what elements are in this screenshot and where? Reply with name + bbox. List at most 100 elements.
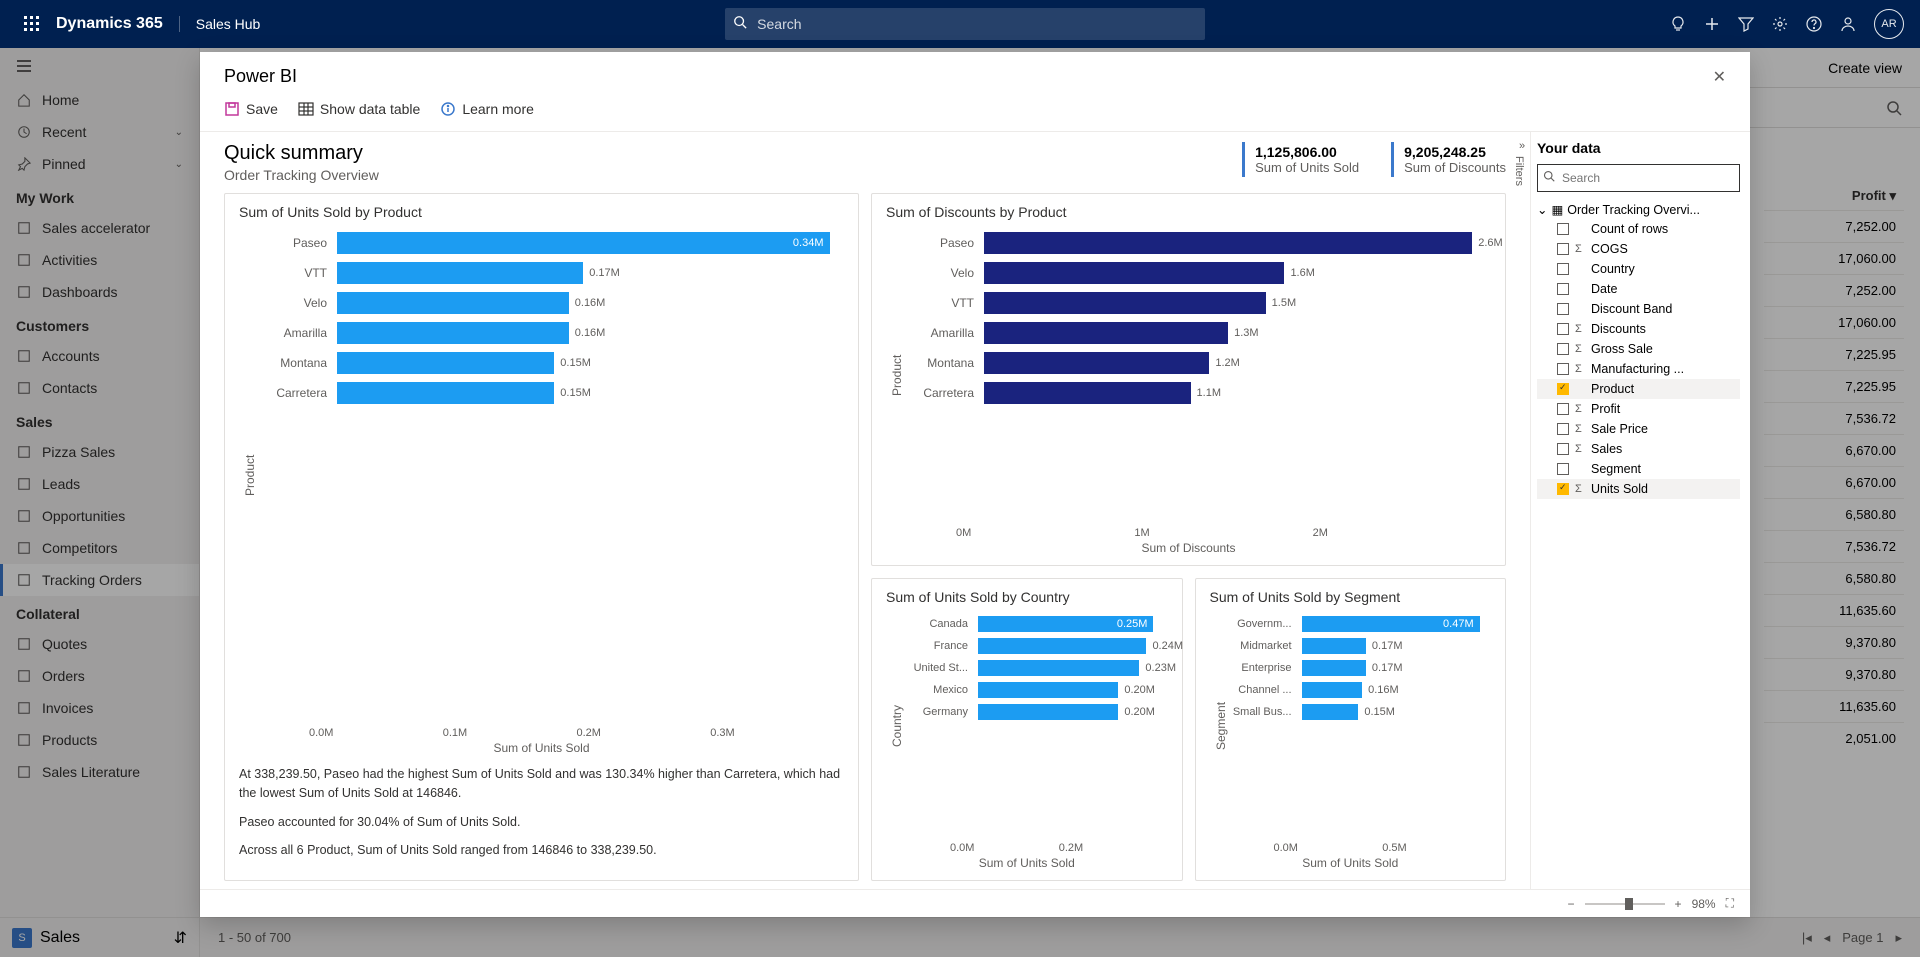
bar[interactable]: 0.25M: [978, 616, 1153, 632]
bar-value: 0.20M: [1118, 682, 1155, 698]
checkbox[interactable]: [1557, 463, 1569, 475]
data-field[interactable]: ΣCOGS: [1537, 239, 1740, 259]
data-field[interactable]: ΣSale Price: [1537, 419, 1740, 439]
checkbox[interactable]: [1557, 283, 1569, 295]
bar-row: Carretera1.1M: [908, 378, 1491, 408]
data-field[interactable]: ΣManufacturing ...: [1537, 359, 1740, 379]
bar-row: Carretera0.15M: [261, 378, 844, 408]
lightbulb-icon[interactable]: [1670, 16, 1686, 32]
bar[interactable]: [984, 262, 1284, 284]
global-search-input[interactable]: [725, 8, 1205, 40]
field-label: Sales: [1591, 442, 1622, 456]
data-field[interactable]: ΣDiscounts: [1537, 319, 1740, 339]
checkbox[interactable]: [1557, 343, 1569, 355]
bar-row: Midmarket0.17M: [1232, 635, 1492, 657]
chart-units-by-segment[interactable]: Sum of Units Sold by Segment Segment Gov…: [1195, 578, 1507, 881]
bar[interactable]: [337, 352, 554, 374]
sigma-icon: Σ: [1575, 423, 1585, 435]
bar[interactable]: [337, 292, 569, 314]
dashboard-area: Quick summary Order Tracking Overview 1,…: [200, 132, 1530, 889]
bar[interactable]: [984, 352, 1209, 374]
checkbox[interactable]: [1557, 443, 1569, 455]
zoom-out-button[interactable]: −: [1568, 897, 1575, 911]
bar[interactable]: [337, 262, 583, 284]
checkbox[interactable]: [1557, 243, 1569, 255]
zoom-in-button[interactable]: +: [1675, 897, 1682, 911]
filter-icon[interactable]: [1738, 16, 1754, 32]
data-field[interactable]: Count of rows: [1537, 219, 1740, 239]
bar[interactable]: [984, 382, 1191, 404]
bar-category: Montana: [908, 356, 978, 370]
data-field[interactable]: Segment: [1537, 459, 1740, 479]
y-axis-label: Country: [886, 613, 908, 838]
zoom-slider[interactable]: [1585, 903, 1665, 905]
app-launcher-icon[interactable]: [8, 16, 56, 32]
bar-category: Amarilla: [908, 326, 978, 340]
data-field[interactable]: Date: [1537, 279, 1740, 299]
checkbox[interactable]: [1557, 223, 1569, 235]
data-field[interactable]: Product: [1537, 379, 1740, 399]
show-data-button[interactable]: Show data table: [298, 101, 420, 117]
field-label: Discount Band: [1591, 302, 1672, 316]
tree-root[interactable]: ⌄▦Order Tracking Overvi...: [1537, 200, 1740, 219]
bar[interactable]: [984, 232, 1472, 254]
bar[interactable]: [978, 704, 1118, 720]
bar-value: 0.15M: [1358, 704, 1395, 720]
collapse-icon[interactable]: »: [1513, 138, 1531, 154]
bar[interactable]: [978, 660, 1139, 676]
data-field[interactable]: Country: [1537, 259, 1740, 279]
bar-category: Canada: [908, 618, 972, 630]
bar[interactable]: [1302, 682, 1363, 698]
bar-row: Enterprise0.17M: [1232, 657, 1492, 679]
bar[interactable]: [978, 682, 1118, 698]
bar[interactable]: [337, 322, 569, 344]
bar[interactable]: [1302, 660, 1366, 676]
bar-value: 0.17M: [1366, 638, 1403, 654]
save-button[interactable]: Save: [224, 101, 278, 117]
bar[interactable]: [1302, 638, 1366, 654]
checkbox[interactable]: [1557, 483, 1569, 495]
checkbox[interactable]: [1557, 383, 1569, 395]
bar[interactable]: [1302, 704, 1359, 720]
filters-tab[interactable]: Filters: [1513, 154, 1525, 188]
summary-title: Quick summary: [224, 142, 379, 165]
bar-value: 0.24M: [1146, 638, 1183, 654]
chart-discounts-by-product[interactable]: Sum of Discounts by Product Product Pase…: [871, 193, 1506, 566]
fit-page-icon[interactable]: ⛶: [1726, 896, 1734, 911]
checkbox[interactable]: [1557, 323, 1569, 335]
bar[interactable]: [984, 292, 1266, 314]
x-axis-ticks: 0M1M2M: [956, 523, 1491, 539]
chart-units-by-country[interactable]: Sum of Units Sold by Country Country Can…: [871, 578, 1183, 881]
checkbox[interactable]: [1557, 403, 1569, 415]
checkbox[interactable]: [1557, 423, 1569, 435]
bar[interactable]: [984, 322, 1228, 344]
bar[interactable]: 0.47M: [1302, 616, 1480, 632]
help-icon[interactable]: [1806, 16, 1822, 32]
data-field[interactable]: ΣGross Sale: [1537, 339, 1740, 359]
learn-more-button[interactable]: Learn more: [440, 101, 534, 117]
checkbox[interactable]: [1557, 363, 1569, 375]
data-search-input[interactable]: [1537, 164, 1740, 192]
bar-row: Governm...0.47M: [1232, 613, 1492, 635]
bar[interactable]: [978, 638, 1146, 654]
data-field[interactable]: ΣProfit: [1537, 399, 1740, 419]
assistant-icon[interactable]: [1840, 16, 1856, 32]
field-label: Country: [1591, 262, 1635, 276]
close-icon[interactable]: ✕: [1713, 67, 1726, 87]
kpi-label: Sum of Discounts: [1404, 160, 1506, 175]
data-field[interactable]: ΣUnits Sold: [1537, 479, 1740, 499]
data-field[interactable]: Discount Band: [1537, 299, 1740, 319]
bar-value: 0.16M: [1362, 682, 1399, 698]
add-icon[interactable]: [1704, 16, 1720, 32]
chart-units-by-product[interactable]: Sum of Units Sold by Product Product Pas…: [224, 193, 859, 881]
kpi-value: 9,205,248.25: [1404, 144, 1506, 160]
checkbox[interactable]: [1557, 263, 1569, 275]
bar[interactable]: 0.34M: [337, 232, 830, 254]
user-avatar[interactable]: AR: [1874, 9, 1904, 39]
bar[interactable]: [337, 382, 554, 404]
checkbox[interactable]: [1557, 303, 1569, 315]
y-axis-label: Segment: [1210, 613, 1232, 838]
bar-value: 1.6M: [1284, 262, 1314, 284]
settings-icon[interactable]: [1772, 16, 1788, 32]
data-field[interactable]: ΣSales: [1537, 439, 1740, 459]
